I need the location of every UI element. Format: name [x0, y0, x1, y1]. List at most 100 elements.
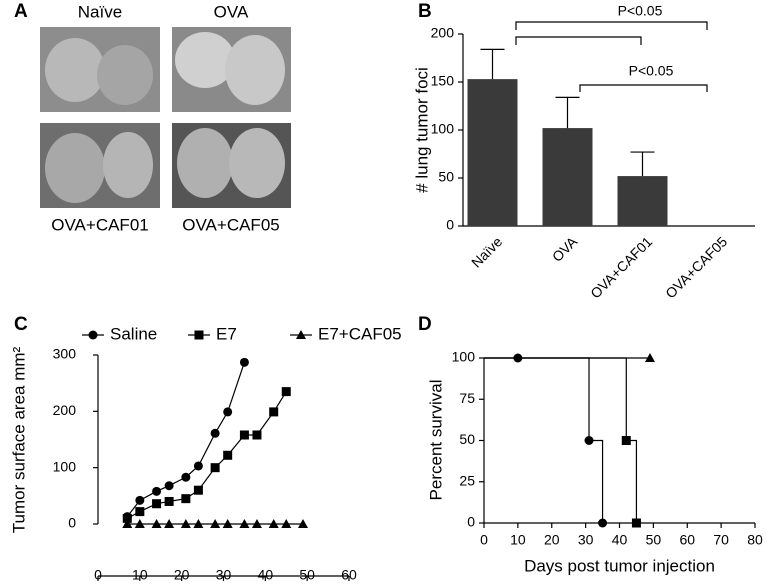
panel-letter: C: [14, 314, 28, 335]
lung: [225, 35, 285, 105]
x-tick-label: 80: [747, 532, 763, 548]
marker: [297, 519, 308, 528]
step-line: [484, 357, 638, 523]
panel-letter: D: [418, 314, 432, 335]
photo-label: Naïve: [78, 2, 122, 21]
annotation: P<0.05: [618, 3, 663, 19]
marker: [210, 463, 220, 473]
error-bar: [480, 48, 505, 80]
marker: [210, 428, 220, 438]
bracket: [515, 36, 642, 45]
bracket: [579, 84, 708, 92]
marker: [164, 496, 174, 506]
legend-marker: [296, 330, 306, 339]
marker: [122, 513, 132, 523]
y-tick-label: 0: [446, 217, 454, 233]
marker: [152, 486, 162, 496]
x-tick-label: OVA+CAF01: [587, 233, 655, 301]
legend-marker: [88, 330, 98, 340]
legend-label: E7+CAF05: [318, 324, 402, 343]
marker: [268, 519, 279, 528]
x-tick-label: 40: [612, 532, 628, 548]
photos: [40, 27, 291, 208]
legend-label: E7: [216, 324, 237, 343]
lung: [45, 133, 105, 203]
x-tick-label: OVA: [549, 233, 581, 265]
marker: [193, 485, 203, 495]
y-axis-label: Tumor surface area mm²: [9, 346, 28, 533]
x-tick-label: 10: [132, 567, 148, 583]
x-tick-label: 50: [299, 567, 315, 583]
marker: [631, 518, 641, 528]
marker: [281, 387, 291, 397]
marker: [135, 495, 145, 505]
x-tick-label: 0: [94, 567, 102, 583]
marker: [134, 519, 145, 528]
marker: [239, 519, 250, 528]
x-tick-label: 70: [713, 532, 729, 548]
x-tick-label: 60: [679, 532, 695, 548]
lung: [177, 128, 233, 198]
x-tick-label: 30: [578, 532, 594, 548]
marker: [251, 519, 262, 528]
error-bar: [555, 96, 580, 129]
marker: [151, 519, 162, 528]
marker: [210, 519, 221, 528]
x-tick-label: 30: [216, 567, 232, 583]
panel-letter: B: [418, 1, 432, 22]
x-tick-label: 20: [174, 567, 190, 583]
lung: [229, 128, 285, 198]
marker: [281, 519, 292, 528]
panel-letter: A: [14, 1, 28, 22]
y-tick-label: 25: [459, 472, 475, 488]
x-tick-label: Naïve: [468, 233, 505, 270]
series-line: [126, 362, 245, 518]
photo-label: OVA+CAF01: [51, 215, 148, 234]
y-tick-label: 50: [438, 169, 454, 185]
marker: [180, 519, 191, 528]
x-tick-label: OVA+CAF05: [662, 233, 730, 301]
marker: [152, 499, 162, 509]
y-tick-label: 0: [68, 515, 76, 531]
marker: [621, 436, 631, 445]
y-tick-label: 200: [431, 25, 455, 41]
marker: [222, 519, 233, 528]
marker: [239, 357, 249, 367]
x-tick-label: 10: [510, 532, 526, 548]
annotation: P<0.05: [629, 63, 674, 79]
x-tick-label: 60: [341, 567, 357, 583]
bar: [617, 176, 668, 226]
x-axis-label: Days post tumor injection: [524, 556, 715, 575]
legend-marker: [194, 330, 204, 340]
lung: [97, 45, 153, 105]
y-tick-label: 150: [431, 73, 455, 89]
y-tick-label: 200: [53, 402, 77, 418]
y-tick-label: 300: [53, 346, 77, 362]
marker: [164, 481, 174, 491]
bracket: [515, 21, 708, 30]
y-axis-label: Percent survival: [426, 380, 445, 501]
bar: [467, 79, 518, 227]
photo-label: OVA+CAF05: [182, 215, 279, 234]
marker: [598, 518, 608, 528]
y-tick-label: 100: [452, 349, 476, 365]
marker: [584, 436, 594, 445]
lung: [175, 32, 235, 88]
y-tick-label: 75: [459, 390, 475, 406]
marker: [644, 353, 655, 362]
y-axis-label: # lung tumor foci: [412, 67, 431, 193]
error-bar: [630, 151, 655, 177]
x-tick-label: 20: [544, 532, 560, 548]
y-tick-label: 50: [459, 431, 475, 447]
marker: [269, 407, 279, 417]
marker: [181, 472, 191, 482]
series-line: [126, 391, 287, 519]
lung: [45, 38, 105, 102]
marker: [164, 519, 175, 528]
photo-label: OVA: [214, 2, 249, 21]
marker: [122, 519, 133, 528]
bar: [542, 128, 593, 226]
marker: [223, 407, 233, 417]
x-tick-label: 40: [258, 567, 274, 583]
